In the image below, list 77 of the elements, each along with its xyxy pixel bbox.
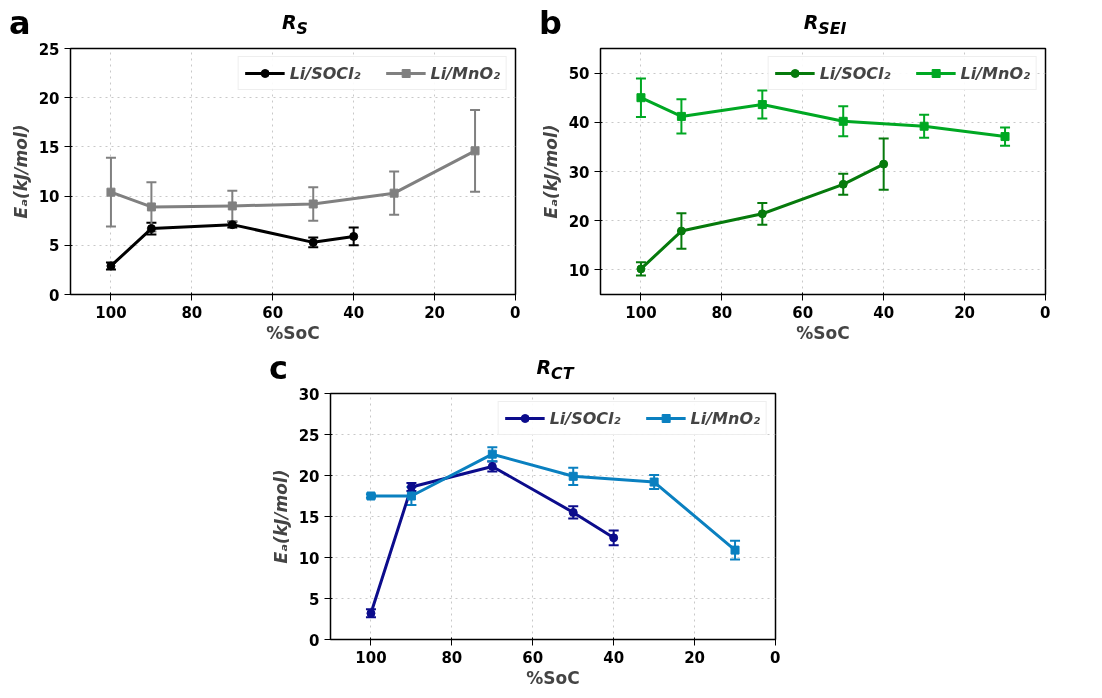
x-tick-label: 40 [603,648,625,667]
point [349,231,359,241]
x-tick-label: 40 [873,303,895,322]
y-tick-label: 30 [568,163,590,182]
point [649,477,659,487]
y-axis-title: Eₐ(kJ/mol) [10,124,31,219]
y-tick-label: 20 [38,89,60,108]
chart-title: R$_{CT}$ [535,355,576,385]
x-tick-label: 40 [343,303,365,322]
point [919,121,929,131]
y-tick-label: 15 [38,138,60,157]
x-tick-label: 100 [95,303,127,322]
x-tick-label: 60 [792,303,814,322]
y-axis-title: Eₐ(kJ/mol) [270,469,291,564]
y-tick-label: 50 [568,65,590,84]
legend-label: Li/MnO₂ [690,408,760,428]
legend-label: Li/MnO₂ [430,63,500,83]
point [676,226,686,236]
y-tick-label: 0 [49,286,60,305]
y-tick-label: 10 [298,549,320,568]
x-tick-label: 20 [954,303,976,322]
point [757,209,767,219]
y-tick-label: 10 [38,188,60,207]
point [470,146,480,156]
point [609,533,619,543]
chart-title: R$_{S}$ [280,10,309,40]
y-tick-label: 5 [309,590,320,609]
x-tick-label: 20 [424,303,446,322]
y-tick-label: 40 [568,114,590,133]
y-tick-label: 20 [568,212,590,231]
point [568,471,578,481]
point [636,93,646,103]
x-axis-title: %SoC [266,322,320,343]
legend-label: Li/MnO₂ [960,63,1030,83]
x-tick-label: 60 [262,303,284,322]
point [676,111,686,121]
y-tick-label: 5 [49,237,60,256]
point [879,159,889,169]
point [106,187,116,197]
chart-title: R$_{SEI}$ [802,10,848,40]
x-tick-label: 0 [770,648,781,667]
y-tick-label: 0 [309,631,320,650]
point [406,491,416,501]
text: c [269,348,288,389]
legend-label: Li/SOCl₂ [819,63,891,83]
x-tick-label: 100 [355,648,387,667]
legend-label: Li/SOCl₂ [289,63,361,83]
point [838,116,848,126]
x-tick-label: 20 [684,648,706,667]
x-tick-label: 0 [1040,303,1051,322]
y-tick-label: 20 [298,467,320,486]
y-tick-label: 30 [298,385,320,404]
y-tick-label: 25 [38,40,60,59]
point [146,202,156,212]
point [838,179,848,189]
x-tick-label: 80 [711,303,733,322]
point [227,201,237,211]
text: b [539,3,562,44]
point [308,199,318,209]
y-tick-label: 10 [568,261,590,280]
point [1000,132,1010,142]
x-tick-label: 100 [625,303,657,322]
x-tick-label: 60 [522,648,544,667]
y-tick-label: 25 [298,426,320,445]
point [757,100,767,110]
point [487,449,497,459]
text: a [9,3,31,44]
x-tick-label: 80 [181,303,203,322]
x-tick-label: 0 [510,303,521,322]
point [730,545,740,555]
point [389,188,399,198]
x-axis-title: %SoC [796,322,850,343]
y-axis-title: Eₐ(kJ/mol) [540,124,561,219]
legend-label: Li/SOCl₂ [549,408,621,428]
x-axis-title: %SoC [526,667,580,688]
y-tick-label: 15 [298,508,320,527]
x-tick-label: 80 [441,648,463,667]
